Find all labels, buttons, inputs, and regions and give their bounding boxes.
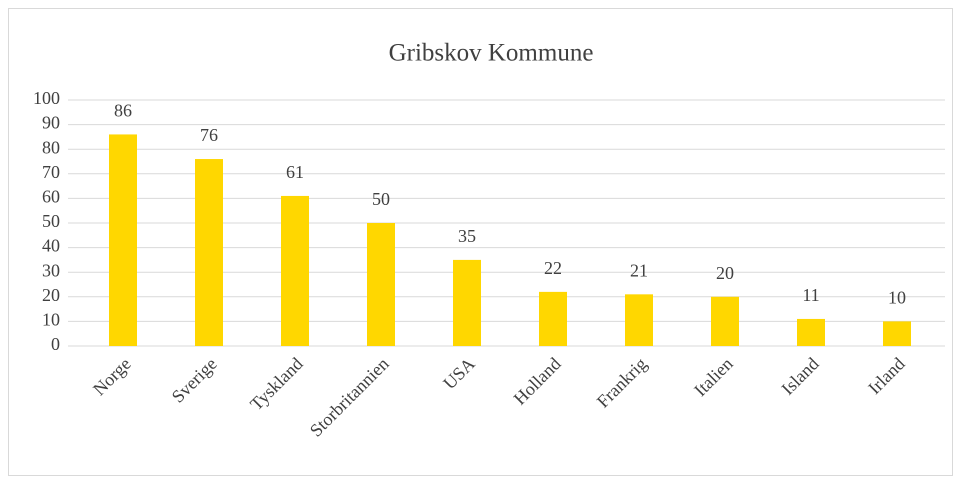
- data-label: 20: [716, 263, 734, 283]
- data-label: 35: [458, 226, 476, 246]
- y-tick-label: 70: [42, 162, 60, 182]
- chart-border: [8, 8, 953, 476]
- y-tick-label: 100: [33, 88, 60, 108]
- chart-title: Gribskov Kommune: [389, 40, 594, 67]
- bar: [453, 259, 481, 346]
- bar: [883, 321, 911, 346]
- y-tick-label: 40: [42, 236, 60, 256]
- y-tick-label: 60: [42, 187, 60, 207]
- data-label: 11: [802, 285, 819, 305]
- y-tick-label: 0: [51, 334, 60, 354]
- bar: [109, 134, 137, 346]
- bar: [625, 294, 653, 346]
- y-tick-label: 20: [42, 285, 60, 305]
- y-tick-label: 10: [42, 310, 60, 330]
- data-label: 76: [200, 125, 218, 145]
- bar: [797, 318, 825, 346]
- bar: [281, 195, 309, 346]
- bar: [711, 296, 739, 346]
- data-label: 86: [114, 101, 132, 121]
- y-tick-label: 30: [42, 260, 60, 280]
- data-label: 22: [544, 258, 562, 278]
- data-label: 50: [372, 189, 390, 209]
- bar: [195, 159, 223, 346]
- data-label: 21: [630, 260, 648, 280]
- bar: [539, 291, 567, 346]
- data-label: 61: [286, 162, 304, 182]
- y-tick-label: 80: [42, 137, 60, 157]
- data-label: 10: [888, 288, 906, 308]
- y-tick-label: 50: [42, 211, 60, 231]
- y-tick-label: 90: [42, 113, 60, 133]
- bar: [367, 223, 395, 346]
